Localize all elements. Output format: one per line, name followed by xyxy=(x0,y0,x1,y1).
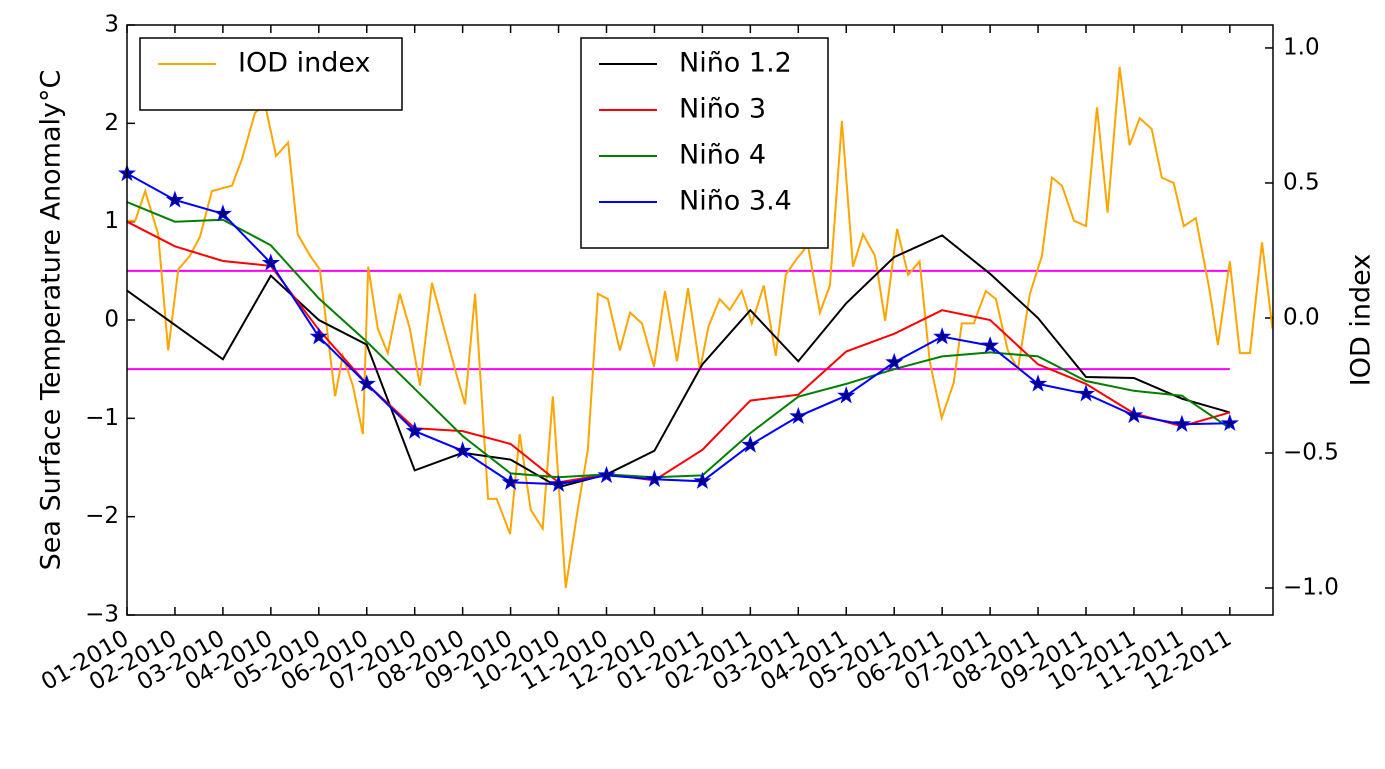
star-marker xyxy=(1220,413,1239,431)
star-marker xyxy=(933,327,952,345)
star-marker xyxy=(165,190,185,208)
star-marker xyxy=(1172,414,1191,432)
star-marker xyxy=(1028,374,1048,392)
star-marker xyxy=(357,374,376,392)
y-tick-label: 2 xyxy=(104,110,119,136)
star-marker xyxy=(741,435,760,453)
star-marker xyxy=(261,253,280,271)
star-marker xyxy=(549,474,568,492)
star-marker xyxy=(309,327,328,345)
legend-label: Niño 3 xyxy=(679,94,766,125)
star-marker xyxy=(1124,405,1144,424)
y-tick-label: 0 xyxy=(104,307,119,333)
y2-tick-label: 0.5 xyxy=(1283,169,1320,195)
legend-box xyxy=(580,37,829,249)
legend-label: Niño 3.4 xyxy=(679,186,792,217)
y2-tick-label: 1.0 xyxy=(1283,34,1320,60)
y2-tick-label: −1.0 xyxy=(1283,574,1339,600)
y-axis-label: Sea Surface Temperature Anomaly°C xyxy=(36,70,67,571)
legend-box xyxy=(139,37,403,111)
y-tick-label: −3 xyxy=(85,602,119,628)
legend-label: Niño 1.2 xyxy=(679,48,792,79)
series-line xyxy=(126,220,1231,484)
star-marker xyxy=(885,352,904,371)
star-marker xyxy=(981,336,1000,354)
star-marker xyxy=(1076,384,1096,402)
star-marker xyxy=(789,406,808,425)
star-marker xyxy=(693,471,712,489)
y-tick-label: −1 xyxy=(85,405,119,431)
star-marker xyxy=(837,386,856,404)
y-tick-label: 3 xyxy=(104,12,119,38)
y2-axis-label: IOD index xyxy=(1346,254,1377,386)
legend-label: IOD index xyxy=(238,48,370,79)
series-line xyxy=(126,234,1231,489)
star-marker xyxy=(453,441,472,459)
y-tick-label: 1 xyxy=(104,208,119,234)
plot-frame xyxy=(126,24,1274,616)
series-line xyxy=(126,201,1231,479)
y-tick-label: −2 xyxy=(85,503,119,529)
star-marker xyxy=(405,421,424,439)
series-line xyxy=(126,172,1230,486)
star-marker xyxy=(597,465,616,484)
series-line xyxy=(127,66,1274,589)
star-marker xyxy=(645,469,664,488)
star-marker xyxy=(501,472,520,490)
y2-tick-label: −0.5 xyxy=(1283,439,1339,465)
star-marker xyxy=(213,204,232,222)
y2-tick-label: 0.0 xyxy=(1283,304,1320,330)
legend-label: Niño 4 xyxy=(679,140,766,171)
